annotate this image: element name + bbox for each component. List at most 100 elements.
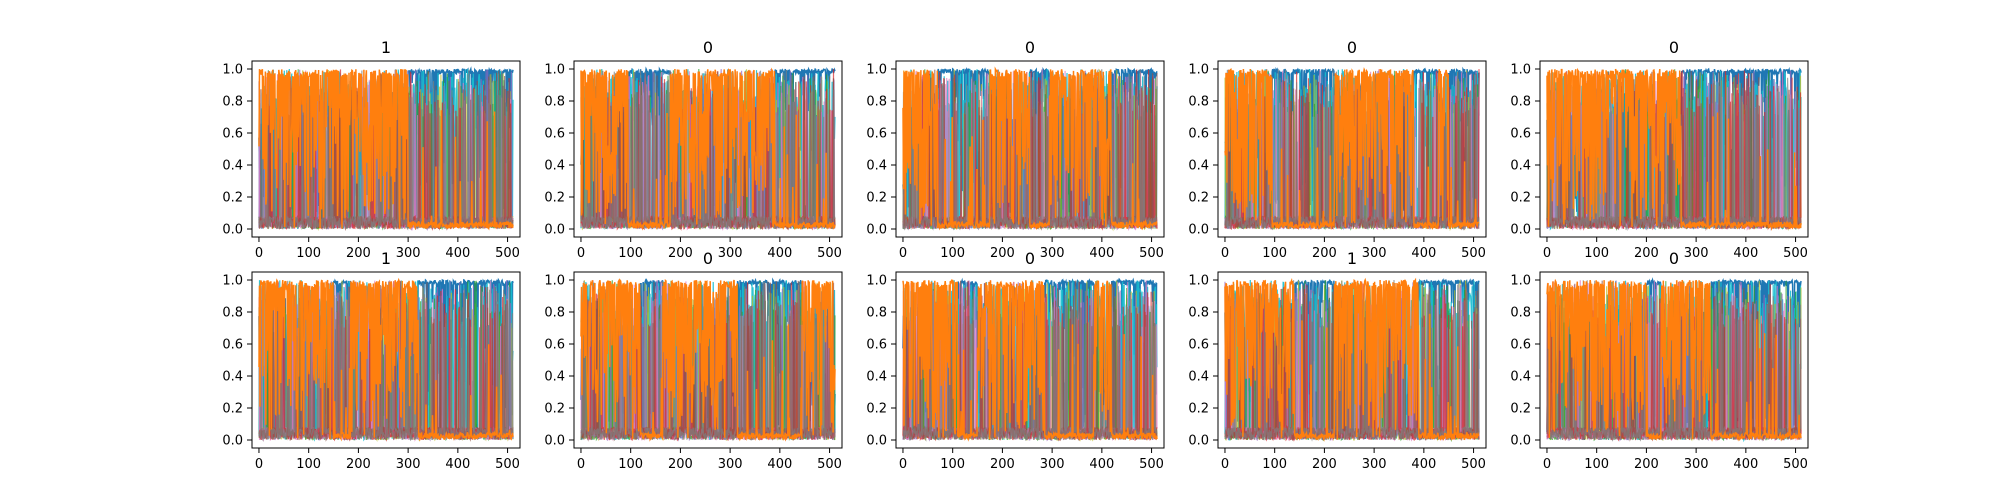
y-tick-label: 0.0 xyxy=(1510,434,1531,449)
subplot-2: 0 100 200 300 400 500 0.0 0.2 0.4 0.6 0.8 1.0 0 xyxy=(544,38,843,261)
x-tick-label: 400 xyxy=(1733,457,1758,472)
plot-area xyxy=(580,277,836,442)
subplot-title: 1 xyxy=(1347,249,1357,268)
plot-area xyxy=(1546,277,1802,443)
y-tick-label: 0.0 xyxy=(866,223,887,238)
x-tick-label: 0 xyxy=(1221,246,1229,261)
y-tick-label: 0.4 xyxy=(1510,159,1531,174)
y-tick-label: 0.0 xyxy=(1188,434,1209,449)
y-tick-label: 0.8 xyxy=(1188,95,1209,110)
y-tick-label: 0.0 xyxy=(1510,223,1531,238)
x-tick-label: 100 xyxy=(618,246,643,261)
subplot-title: 1 xyxy=(381,38,391,57)
y-tick-label: 0.2 xyxy=(1188,402,1209,417)
y-tick-label: 0.2 xyxy=(866,191,887,206)
x-tick-label: 400 xyxy=(767,457,792,472)
subplot-title: 0 xyxy=(703,38,713,57)
x-tick-label: 300 xyxy=(396,246,421,261)
x-tick-label: 500 xyxy=(495,246,520,261)
series-b-line xyxy=(258,277,514,442)
series-b-line xyxy=(1224,67,1480,231)
y-tick-label: 0.6 xyxy=(866,338,887,353)
series-accent-8-line xyxy=(1224,279,1480,442)
x-tick-label: 0 xyxy=(899,246,907,261)
y-tick-label: 1.0 xyxy=(544,274,565,289)
x-tick-label: 100 xyxy=(940,246,965,261)
series-b-line xyxy=(580,67,836,231)
axes-frame xyxy=(895,271,1165,449)
x-tick-label: 300 xyxy=(1362,246,1387,261)
axes-frame xyxy=(1217,271,1487,449)
subplot-title: 1 xyxy=(381,249,391,268)
y-tick-label: 0.8 xyxy=(1188,306,1209,321)
y-tick-label: 0.2 xyxy=(1510,191,1531,206)
x-tick-label: 200 xyxy=(990,246,1015,261)
axes-frame xyxy=(251,60,521,238)
x-tick-label: 0 xyxy=(255,246,263,261)
x-tick-label: 400 xyxy=(445,457,470,472)
subplot-1: 0 100 200 300 400 500 0.0 0.2 0.4 0.6 0.8 1.0 1 xyxy=(222,38,521,261)
y-tick-label: 0.2 xyxy=(1510,402,1531,417)
x-tick-label: 200 xyxy=(668,246,693,261)
y-tick-label: 0.0 xyxy=(866,434,887,449)
x-tick-label: 0 xyxy=(1543,457,1551,472)
subplot-title: 0 xyxy=(1669,38,1679,57)
y-tick-label: 0.4 xyxy=(222,370,243,385)
x-tick-label: 300 xyxy=(718,246,743,261)
y-tick-label: 0.8 xyxy=(1510,95,1531,110)
subplot-title: 0 xyxy=(703,249,713,268)
x-tick-label: 100 xyxy=(1584,457,1609,472)
y-tick-label: 0.0 xyxy=(544,223,565,238)
x-tick-label: 400 xyxy=(767,246,792,261)
y-tick-label: 0.4 xyxy=(222,159,243,174)
x-tick-label: 500 xyxy=(1139,246,1164,261)
axes-frame xyxy=(1539,60,1809,238)
y-tick-label: 0.8 xyxy=(866,95,887,110)
subplot-6: 0 100 200 300 400 500 0.0 0.2 0.4 0.6 0.8 1.0 1 xyxy=(222,249,521,472)
y-tick-label: 1.0 xyxy=(1510,274,1531,289)
subplot-title: 0 xyxy=(1347,38,1357,57)
y-tick-label: 1.0 xyxy=(866,63,887,78)
x-tick-label: 300 xyxy=(1362,457,1387,472)
x-tick-label: 400 xyxy=(1411,457,1436,472)
y-tick-label: 0.0 xyxy=(544,434,565,449)
series-b-line xyxy=(1546,67,1802,231)
x-tick-label: 100 xyxy=(1262,457,1287,472)
x-tick-label: 500 xyxy=(817,457,842,472)
axes-frame xyxy=(573,271,843,449)
series-b-line xyxy=(1224,277,1480,442)
x-tick-label: 200 xyxy=(1312,246,1337,261)
x-tick-label: 300 xyxy=(718,457,743,472)
y-tick-label: 0.8 xyxy=(544,306,565,321)
y-tick-label: 0.6 xyxy=(544,127,565,142)
y-tick-label: 0.0 xyxy=(222,223,243,238)
y-tick-label: 0.6 xyxy=(544,338,565,353)
y-tick-label: 0.2 xyxy=(222,402,243,417)
subplot-4: 0 100 200 300 400 500 0.0 0.2 0.4 0.6 0.8 1.0 0 xyxy=(1188,38,1487,261)
axes-frame xyxy=(895,60,1165,238)
x-tick-label: 200 xyxy=(1634,246,1659,261)
axes-frame xyxy=(1539,271,1809,449)
plot-area xyxy=(258,277,514,443)
y-tick-label: 0.8 xyxy=(222,306,243,321)
y-tick-label: 1.0 xyxy=(544,63,565,78)
x-tick-label: 0 xyxy=(577,457,585,472)
y-tick-label: 0.6 xyxy=(866,127,887,142)
subplot-3: 0 100 200 300 400 500 0.0 0.2 0.4 0.6 0.8 1.0 0 xyxy=(866,38,1165,261)
y-tick-label: 1.0 xyxy=(222,274,243,289)
y-tick-label: 0.2 xyxy=(544,191,565,206)
x-tick-label: 200 xyxy=(1634,457,1659,472)
y-tick-label: 0.4 xyxy=(1188,159,1209,174)
x-tick-label: 500 xyxy=(495,457,520,472)
x-tick-label: 400 xyxy=(445,246,470,261)
series-b-line xyxy=(580,278,836,442)
x-tick-label: 100 xyxy=(618,457,643,472)
y-tick-label: 0.8 xyxy=(1510,306,1531,321)
series-b-line xyxy=(902,279,1158,442)
x-tick-label: 0 xyxy=(577,246,585,261)
y-tick-label: 0.6 xyxy=(1188,127,1209,142)
y-tick-label: 0.8 xyxy=(544,95,565,110)
series-b-line xyxy=(258,68,514,231)
y-tick-label: 1.0 xyxy=(222,63,243,78)
x-tick-label: 300 xyxy=(1684,246,1709,261)
